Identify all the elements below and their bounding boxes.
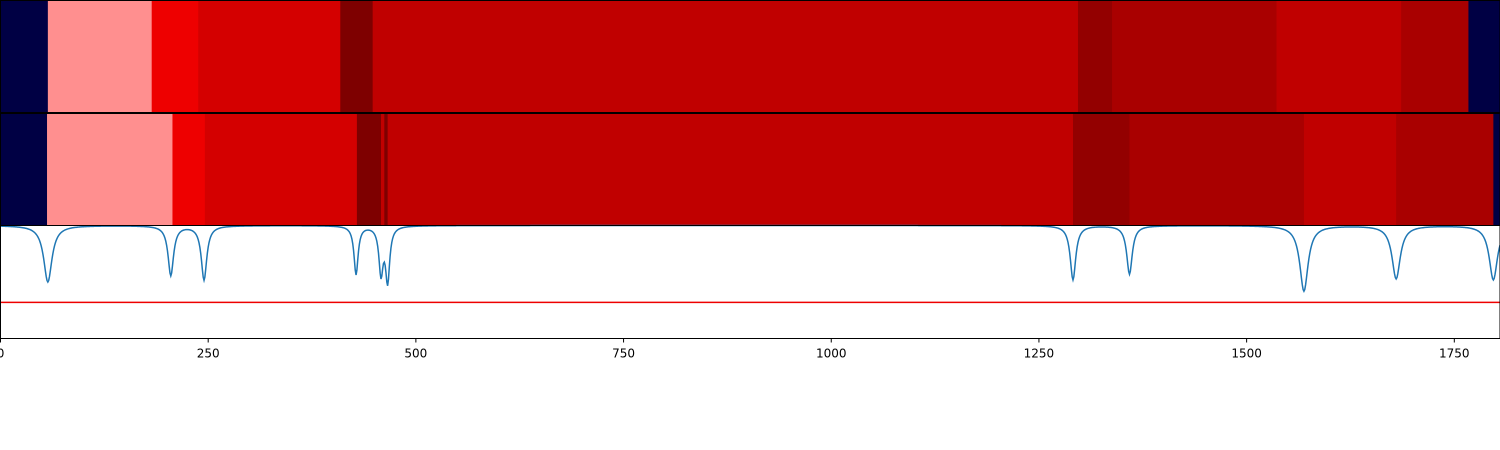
x-axis: 0 250 500 750 1000 1250 1500 1750 [0,339,1470,361]
signal-line [1,226,1500,292]
track-1-segment-8 [1073,114,1130,226]
x-tick-label-1750: 1750 [1439,347,1470,361]
line-panel-frame [1,226,1500,339]
track-1-segment-0 [1,114,48,226]
track-0-segment-3 [198,1,341,113]
track-1-segment-7 [388,114,1074,226]
x-tick-label-1500: 1500 [1231,347,1262,361]
track-0-segment-5 [373,1,1079,113]
x-tick-label-0: 0 [0,347,4,361]
track-1-segment-2 [172,114,205,226]
x-tick-label-250: 250 [197,347,220,361]
track-0-segment-9 [1401,1,1469,113]
line-panel [1,226,1500,303]
track-1-segment-12 [1493,114,1500,226]
track-1-segment-4 [357,114,382,226]
track-1-segment-3 [205,114,358,226]
track-0-segment-2 [152,1,199,113]
heatmap-track-top [1,1,1500,113]
track-1-segment-9 [1129,114,1304,226]
track-1-segment-11 [1396,114,1494,226]
track-0-segment-6 [1078,1,1113,113]
track-1-segment-1 [47,114,173,226]
track-0-segment-4 [340,1,373,113]
track-0-segment-0 [1,1,49,113]
track-0-segment-10 [1468,1,1500,113]
track-0-segment-7 [1112,1,1277,113]
x-tick-label-750: 750 [612,347,635,361]
x-tick-label-1250: 1250 [1024,347,1055,361]
track-0-segment-8 [1277,1,1402,113]
x-tick-label-500: 500 [404,347,427,361]
track-1-segment-10 [1304,114,1397,226]
track-0-segment-1 [48,1,152,113]
heatmap-track-bottom [1,114,1500,226]
x-tick-label-1000: 1000 [816,347,847,361]
